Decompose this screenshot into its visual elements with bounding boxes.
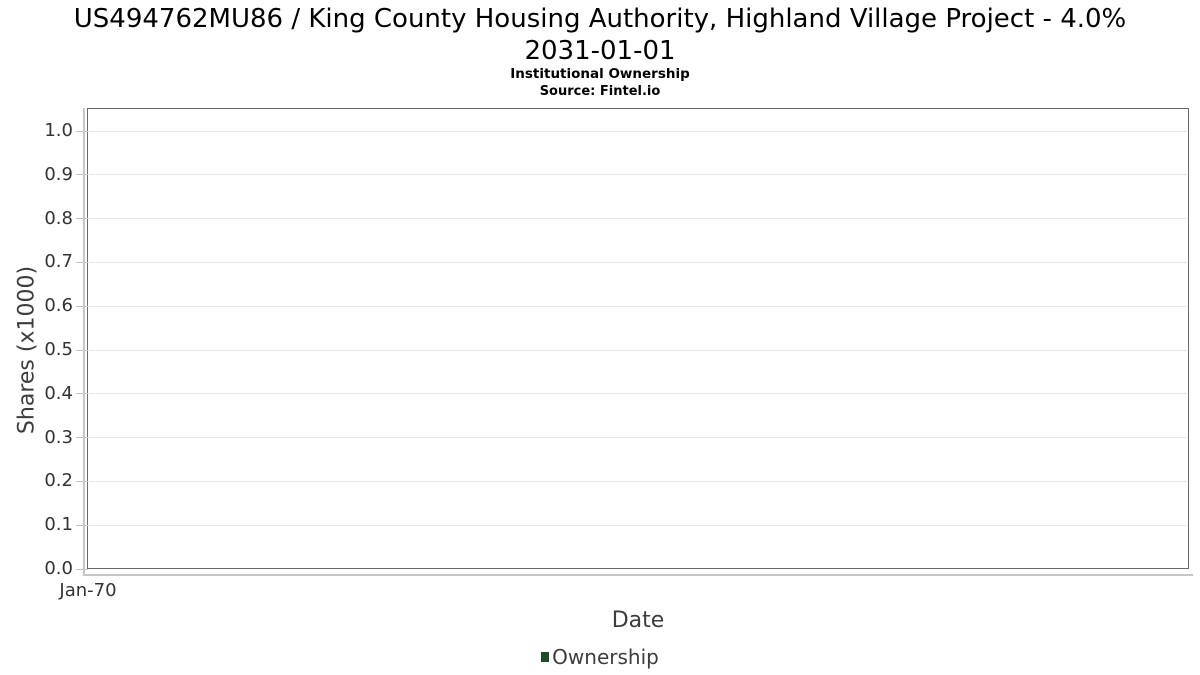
legend-series-marker-icon bbox=[541, 652, 550, 662]
legend: Ownership bbox=[0, 645, 1200, 669]
y-tick-mark bbox=[76, 393, 88, 395]
y-tick-mark bbox=[76, 437, 88, 439]
y-tick-label: 0.5 bbox=[44, 339, 73, 360]
gridline bbox=[89, 524, 1187, 526]
y-tick-mark bbox=[76, 480, 88, 482]
y-tick-label: 1.0 bbox=[44, 120, 73, 141]
y-tick-mark bbox=[76, 218, 88, 220]
y-tick-mark bbox=[76, 305, 88, 307]
y-axis-title: Shares (x1000) bbox=[14, 265, 40, 435]
chart-title-line2: 2031-01-01 bbox=[524, 36, 676, 66]
y-tick-mark bbox=[76, 261, 88, 263]
gridline bbox=[89, 480, 1187, 482]
y-tick-label: 0.3 bbox=[44, 426, 73, 448]
gridline bbox=[89, 261, 1187, 263]
y-tick-label: 0.9 bbox=[44, 163, 73, 185]
gridline bbox=[89, 174, 1187, 176]
y-tick-mark bbox=[76, 174, 88, 176]
y-tick-label: 0.8 bbox=[44, 207, 73, 229]
gridline bbox=[89, 130, 1187, 132]
gridline bbox=[89, 437, 1187, 439]
y-tick-label: 0.2 bbox=[44, 470, 73, 492]
y-tick-mark bbox=[76, 568, 88, 570]
y-tick-label: 0.6 bbox=[44, 295, 73, 317]
gridline bbox=[89, 305, 1187, 307]
y-tick-mark bbox=[76, 130, 88, 132]
x-axis-line bbox=[83, 574, 1193, 576]
gridline bbox=[89, 393, 1187, 395]
gridline bbox=[89, 218, 1187, 220]
chart-title-line1: US494762MU86 / King County Housing Autho… bbox=[73, 4, 1127, 34]
x-axis-title: Date bbox=[611, 608, 665, 633]
y-tick-label: 0.0 bbox=[44, 558, 73, 579]
legend-item-ownership[interactable]: Ownership bbox=[541, 645, 659, 669]
y-tick-label: 0.4 bbox=[44, 382, 73, 404]
y-tick-mark bbox=[76, 524, 88, 526]
gridline bbox=[89, 349, 1187, 351]
y-tick-label: 0.1 bbox=[44, 514, 73, 536]
x-tick-label: Jan-70 bbox=[59, 580, 117, 601]
plot-area bbox=[87, 108, 1189, 569]
y-axis-line bbox=[83, 108, 85, 575]
y-tick-mark bbox=[76, 349, 88, 351]
legend-series-label: Ownership bbox=[552, 645, 659, 669]
chart-source: Source: Fintel.io bbox=[539, 84, 661, 99]
y-tick-label: 0.7 bbox=[44, 251, 73, 273]
chart-subtitle: Institutional Ownership bbox=[510, 66, 690, 82]
